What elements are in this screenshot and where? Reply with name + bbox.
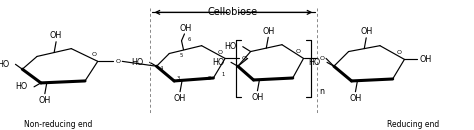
Text: Reducing end: Reducing end — [387, 120, 439, 129]
Text: OH: OH — [360, 27, 373, 36]
Text: O: O — [319, 56, 325, 61]
Text: O: O — [91, 53, 96, 57]
Text: 4: 4 — [160, 66, 163, 71]
Text: OH: OH — [262, 27, 274, 36]
Text: HO: HO — [15, 82, 27, 91]
Text: OH: OH — [251, 93, 264, 102]
Text: HO: HO — [308, 58, 320, 67]
Text: OH: OH — [420, 55, 432, 64]
Text: 3: 3 — [176, 76, 180, 82]
Text: 5: 5 — [179, 53, 182, 58]
Text: O: O — [397, 50, 402, 55]
Text: n: n — [319, 87, 324, 96]
Text: Cellobiose: Cellobiose — [208, 7, 258, 17]
Text: 1: 1 — [221, 72, 225, 77]
Text: OH: OH — [179, 24, 191, 32]
Text: 6: 6 — [188, 37, 191, 42]
Text: HO: HO — [224, 42, 236, 51]
Text: 2: 2 — [208, 76, 211, 82]
Text: O: O — [116, 59, 121, 64]
Text: HO: HO — [131, 58, 143, 67]
Text: Non-reducing end: Non-reducing end — [24, 120, 93, 129]
Text: OH: OH — [39, 96, 51, 105]
Text: O: O — [296, 49, 301, 54]
Text: OH: OH — [50, 31, 62, 40]
Text: OH: OH — [349, 94, 362, 103]
Text: HO: HO — [212, 58, 224, 67]
Text: OH: OH — [174, 94, 186, 103]
Text: O: O — [241, 56, 246, 61]
Text: HO: HO — [0, 60, 10, 69]
Text: O: O — [218, 50, 223, 55]
